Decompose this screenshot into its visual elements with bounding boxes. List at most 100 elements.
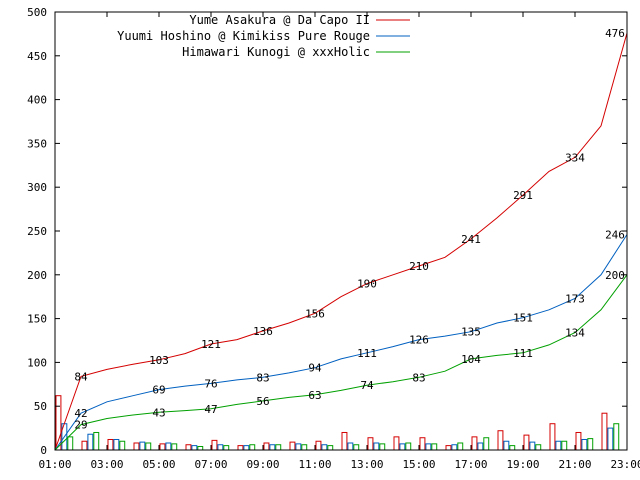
hourly-bar	[555, 440, 562, 451]
hourly-bar	[393, 436, 400, 451]
data-label: 63	[308, 389, 321, 402]
data-label: 83	[412, 371, 425, 384]
hourly-bar	[607, 427, 614, 451]
hourly-bar	[451, 444, 458, 451]
data-label: 334	[565, 151, 585, 164]
hourly-bar	[535, 444, 542, 451]
hourly-bar	[67, 436, 74, 451]
y-tick-label: 300	[27, 181, 47, 194]
hourly-bar	[87, 433, 94, 451]
data-label: 190	[357, 278, 377, 291]
hourly-bar	[471, 436, 478, 451]
series-line	[54, 274, 628, 451]
hourly-bar	[483, 437, 490, 451]
hourly-bar	[373, 442, 380, 451]
data-label: 291	[513, 189, 533, 202]
data-label: 210	[409, 260, 429, 273]
y-tick-label: 0	[40, 444, 47, 457]
hourly-bar	[405, 442, 412, 451]
data-label: 151	[513, 312, 533, 325]
data-label: 173	[565, 292, 585, 305]
hourly-bar	[367, 437, 374, 451]
data-label: 111	[357, 347, 377, 360]
series-line	[54, 234, 628, 451]
plot-frame	[54, 11, 628, 451]
data-label: 94	[308, 362, 322, 375]
hourly-bar	[425, 443, 432, 451]
hourly-bar	[497, 430, 504, 451]
legend: Yume Asakura @ Da Capo II Yuumi Hoshino @…	[117, 13, 410, 59]
hourly-bar	[601, 412, 608, 451]
hourly-bar	[523, 434, 530, 451]
hourly-bar	[379, 443, 386, 451]
x-tick-label: 17:00	[454, 458, 487, 471]
hourly-bar	[581, 438, 588, 451]
data-label: 126	[409, 334, 429, 347]
hourly-bar	[237, 445, 244, 451]
legend-entry-label: Yuumi Hoshino @ Kimikiss Pure Rouge	[117, 29, 370, 43]
hourly-bar	[269, 444, 276, 451]
hourly-bar	[145, 442, 152, 451]
data-label: 74	[360, 379, 374, 392]
hourly-bar	[575, 431, 582, 451]
x-tick-label: 01:00	[38, 458, 71, 471]
x-tick-label: 09:00	[246, 458, 279, 471]
axes-layer: 0 50 100 150 200 250 300 350 400 450 500 01:00 03:00…	[27, 6, 640, 471]
data-label: 200	[605, 269, 625, 282]
hourly-bar	[529, 441, 536, 451]
hourly-bar	[477, 442, 484, 451]
data-label: 111	[513, 347, 533, 360]
series-lines-layer	[54, 32, 628, 451]
hourly-bar	[347, 442, 354, 451]
series-line	[54, 32, 628, 451]
hourly-bars-layer	[55, 395, 620, 451]
y-tick-label: 400	[27, 94, 47, 107]
data-label: 246	[605, 229, 625, 242]
data-label: 104	[461, 353, 481, 366]
data-label: 84	[74, 370, 88, 383]
hourly-bar	[301, 444, 308, 451]
hourly-bar	[211, 439, 218, 451]
x-tick-label: 19:00	[506, 458, 539, 471]
hourly-bar	[243, 445, 250, 451]
hourly-bar	[113, 438, 120, 451]
hourly-bar	[263, 442, 270, 451]
hourly-bar	[223, 445, 230, 451]
data-label: 56	[256, 395, 269, 408]
x-tick-label: 11:00	[298, 458, 331, 471]
hourly-bar	[171, 443, 178, 451]
hourly-bar	[289, 441, 296, 451]
hourly-bar	[561, 440, 568, 451]
hourly-bar	[445, 445, 452, 451]
hourly-bar	[399, 443, 406, 451]
x-tick-label: 07:00	[194, 458, 227, 471]
y-tick-label: 150	[27, 313, 47, 326]
data-label: 69	[152, 384, 165, 397]
legend-entry-label: Himawari Kunogi @ xxxHolic	[182, 45, 370, 59]
data-label: 136	[253, 325, 273, 338]
x-tick-label: 05:00	[142, 458, 175, 471]
x-tick-label: 15:00	[402, 458, 435, 471]
hourly-bar	[139, 441, 146, 451]
data-label: 476	[605, 27, 625, 40]
y-tick-label: 250	[27, 225, 47, 238]
hourly-bar	[191, 445, 198, 451]
hourly-bar	[419, 437, 426, 451]
x-tick-label: 23:00	[610, 458, 640, 471]
data-label: 83	[256, 371, 269, 384]
data-label: 42	[74, 407, 87, 420]
hourly-bar	[275, 444, 282, 451]
hourly-bar	[133, 442, 140, 451]
hourly-bar	[587, 438, 594, 451]
hourly-bar	[119, 440, 126, 451]
y-tick-label: 350	[27, 137, 47, 150]
data-label: 47	[204, 403, 217, 416]
y-tick-label: 50	[34, 400, 47, 413]
hourly-bar	[295, 443, 302, 451]
hourly-bar	[159, 443, 166, 451]
hourly-bar	[93, 431, 100, 451]
hourly-bar	[327, 445, 334, 451]
hourly-bar	[165, 442, 172, 451]
data-label: 43	[152, 406, 165, 419]
